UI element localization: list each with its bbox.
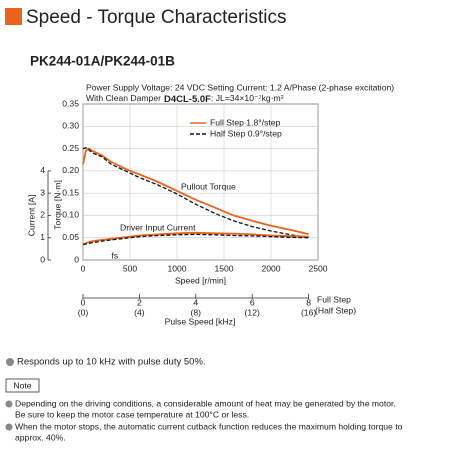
series-line: [82, 233, 309, 246]
note-text: Be sure to keep the motor case temperatu…: [15, 409, 249, 419]
x-tick-label: 1000: [167, 263, 186, 273]
x2-tick-label: 8: [306, 297, 311, 307]
series-line: [82, 146, 309, 239]
note-dot: [5, 423, 13, 431]
annotation: Driver Input Current: [120, 222, 196, 232]
note-text: When the motor stops, the automatic curr…: [15, 421, 403, 431]
x-tick-label: 500: [123, 263, 138, 273]
x3-name: (Half Step): [315, 305, 356, 315]
y2-tick-label: 1: [40, 232, 45, 242]
x-tick-label: 2500: [308, 263, 327, 273]
series-line: [82, 147, 309, 235]
title-icon: [5, 8, 22, 25]
x-axis-title: Speed [r/min]: [175, 275, 226, 285]
x2-tick-label: 0: [81, 297, 86, 307]
x3-tick-label: (16): [301, 307, 316, 317]
x2-tick-label: 4: [193, 297, 198, 307]
x3-tick-label: (12): [245, 307, 260, 317]
conditions: Power Supply Voltage: 24 VDC Setting Cur…: [86, 82, 394, 92]
x2-tick-label: 2: [137, 297, 142, 307]
y-tick-label: 0.30: [62, 121, 79, 131]
annotation: Pullout Torque: [181, 181, 236, 191]
x-tick-label: 2000: [261, 263, 280, 273]
y-tick-label: 0.35: [62, 98, 79, 108]
note-text: Depending on the driving conditions, a c…: [15, 398, 396, 408]
page-title: Speed - Torque Characteristics: [26, 7, 287, 28]
bullet-text: Responds up to 10 kHz with pulse duty 50…: [17, 357, 206, 368]
y-tick-label: 0.15: [62, 187, 79, 197]
x-tick-label: 0: [81, 263, 86, 273]
x3-tick-label: (0): [78, 307, 89, 317]
y-tick-label: 0.20: [62, 165, 79, 175]
y-tick-label: 0.05: [62, 232, 79, 242]
y2-tick-label: 3: [40, 187, 45, 197]
note-box: [5, 378, 40, 393]
damper: With Clean Damper D4CL-5.0F: JL=34×10⁻⁷kg…: [86, 93, 284, 104]
y2-tick-label: 0: [40, 254, 45, 264]
y-tick-label: 0.10: [62, 210, 79, 220]
annotation: fs: [111, 250, 118, 260]
model-name: PK244-01A/PK244-01B: [30, 54, 175, 69]
x3-tick-label: (8): [191, 307, 202, 317]
y2-axis-title: Current [A]: [26, 195, 36, 237]
series-line: [82, 231, 309, 246]
note-dot: [5, 400, 13, 408]
x2-name: Full Step: [317, 294, 351, 304]
bullet-dot: [6, 358, 14, 366]
y2-tick-label: 2: [40, 210, 45, 220]
damper-model: D4CL-5.0F: [164, 94, 211, 105]
inertia: : JL=34×10⁻⁷kg·m²: [211, 93, 284, 103]
x2-tick-label: 6: [250, 297, 255, 307]
note-label: Note: [13, 380, 31, 390]
x2-axis-title: Pulse Speed [kHz]: [165, 316, 236, 326]
y-tick-label: 0.25: [62, 143, 79, 153]
x3-tick-label: (4): [134, 307, 145, 317]
x-tick-label: 1500: [214, 263, 233, 273]
legend-label: Half Step 0.9°/step: [210, 128, 282, 138]
damper-prefix: With Clean Damper: [86, 93, 161, 103]
legend-label: Full Step 1.8°/step: [210, 117, 281, 127]
y2-tick-label: 4: [40, 165, 45, 175]
y-axis-title: Torque [N·m]: [52, 180, 62, 230]
plot-area: [82, 103, 319, 261]
note-text: approx. 40%.: [15, 432, 66, 442]
y-tick-label: 0: [74, 254, 79, 264]
